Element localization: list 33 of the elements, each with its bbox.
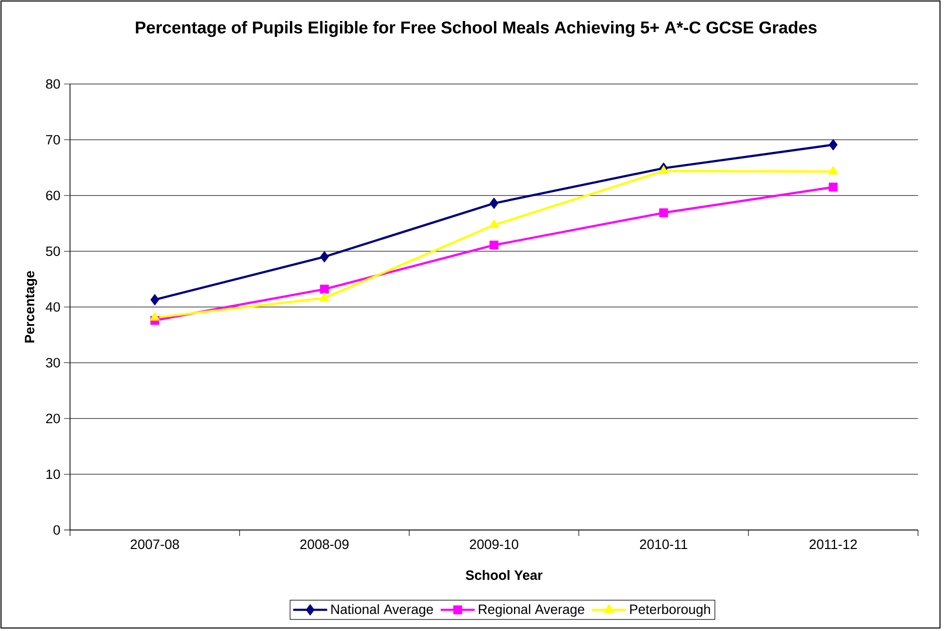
- legend-label: Regional Average: [478, 604, 584, 617]
- point: [658, 165, 669, 174]
- y-tick-label: 10: [46, 469, 60, 480]
- point: [828, 182, 838, 192]
- point: [488, 219, 500, 228]
- point: [150, 312, 160, 321]
- y-tick-label: 50: [46, 246, 60, 256]
- x-tick-label: 2010-11: [640, 540, 688, 550]
- point: [150, 294, 160, 306]
- y-tick-label: 20: [46, 414, 60, 424]
- y-tick-label: 0: [54, 525, 60, 535]
- point: [320, 251, 329, 263]
- point: [828, 139, 838, 151]
- x-tick-label: 2011-12: [810, 540, 857, 550]
- chart-title: Percentage of Pupils Eligible for Free School Meals Achieving 5+ A*-C GCSE Grades: [136, 21, 817, 37]
- y-axis-title: Percentage: [24, 271, 38, 342]
- point: [490, 198, 498, 210]
- point: [320, 284, 329, 294]
- x-tick-label: 2007-08: [130, 540, 179, 550]
- y-tick-label: 40: [46, 302, 60, 312]
- legend-label: Peterborough: [630, 604, 710, 617]
- point: [490, 240, 498, 250]
- y-tick-label: 80: [46, 79, 60, 89]
- point: [659, 208, 668, 218]
- x-tick-label: 2008-09: [300, 540, 349, 550]
- x-axis-title: School Year: [466, 570, 542, 580]
- y-tick-label: 60: [46, 190, 60, 200]
- legend-label: National Average: [331, 604, 433, 617]
- point: [828, 166, 838, 175]
- y-tick-label: 30: [46, 358, 60, 368]
- y-tick-label: 70: [46, 134, 60, 145]
- x-tick-label: 2009-10: [470, 540, 518, 550]
- point: [319, 292, 330, 302]
